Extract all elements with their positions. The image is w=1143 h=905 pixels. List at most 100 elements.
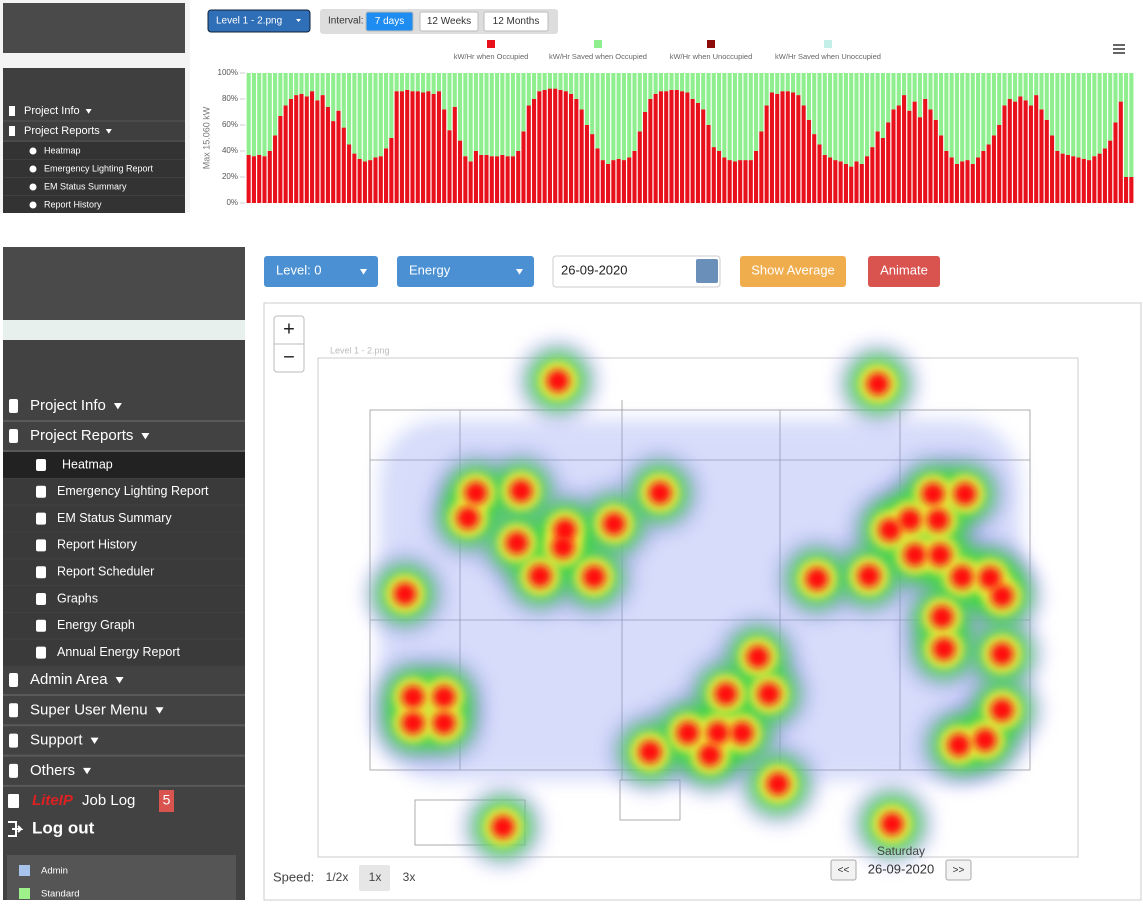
heat-spot — [879, 519, 901, 541]
zoom-out[interactable]: − — [283, 346, 295, 368]
bar-segment — [357, 158, 362, 203]
bar-segment — [489, 156, 494, 203]
menu-item[interactable]: Project Reports — [30, 427, 133, 444]
submenu-item[interactable]: Heatmap — [44, 145, 81, 155]
bar-segment — [510, 73, 515, 157]
bar-segment — [378, 73, 383, 157]
submenu-item[interactable]: Report History — [57, 538, 138, 552]
menu-item[interactable]: Project Info — [24, 105, 80, 117]
bar-segment — [1039, 109, 1044, 203]
bar-segment — [674, 89, 679, 203]
legend-swatch — [707, 40, 715, 48]
bar-segment — [1013, 101, 1018, 203]
bar-segment — [479, 73, 484, 155]
bar-segment — [1071, 156, 1076, 203]
interval-button[interactable] — [419, 11, 479, 32]
toolbar-button[interactable] — [397, 256, 534, 287]
submenu-item[interactable]: EM Status Summary — [44, 181, 127, 191]
level-select[interactable] — [207, 9, 311, 33]
bar-segment — [405, 89, 410, 203]
bar-segment — [812, 73, 817, 135]
bar-segment — [431, 93, 436, 203]
bar-segment — [664, 73, 669, 92]
bar-segment — [775, 93, 780, 203]
bar-segment — [347, 144, 352, 203]
logout[interactable]: Log out — [32, 818, 95, 837]
submenu-icon — [36, 619, 46, 632]
bar-segment — [431, 73, 436, 94]
bar-segment — [928, 109, 933, 203]
submenu-item[interactable]: Annual Energy Report — [57, 645, 181, 659]
speed-button[interactable]: 3x — [403, 870, 416, 884]
speed-button-active[interactable] — [359, 865, 390, 891]
submenu-item[interactable]: Graphs — [57, 591, 98, 605]
caret — [85, 109, 92, 114]
submenu-item[interactable]: Emergency Lighting Report — [44, 163, 154, 173]
interval-button[interactable] — [365, 11, 414, 32]
bar-segment — [1028, 105, 1033, 203]
bar-segment — [632, 151, 637, 203]
bar-segment — [1076, 73, 1081, 158]
toolbar-button[interactable] — [868, 256, 940, 287]
bar-segment — [1065, 154, 1070, 203]
toolbar-button-text: Energy — [409, 262, 451, 277]
speed-button[interactable]: 1/2x — [326, 870, 349, 884]
submenu-item[interactable]: Heatmap — [62, 457, 113, 471]
speed-button[interactable]: 1x — [369, 870, 382, 884]
menu-item[interactable]: Support — [30, 732, 83, 749]
caret — [113, 403, 122, 410]
menu-item[interactable]: Project Info — [30, 397, 106, 414]
bar-segment — [706, 125, 711, 203]
bar-segment — [680, 73, 685, 92]
bar-segment — [748, 160, 753, 203]
toolbar-button[interactable] — [740, 256, 846, 287]
heat-spot — [554, 519, 576, 541]
heat-spot — [457, 507, 479, 529]
bar-segment — [928, 73, 933, 110]
submenu-icon — [36, 539, 46, 552]
bar-segment — [1087, 160, 1092, 203]
submenu-item[interactable]: Report Scheduler — [57, 564, 154, 578]
date-input[interactable] — [552, 255, 721, 288]
menu-item[interactable]: Others — [30, 762, 75, 779]
heat-spot — [951, 566, 973, 588]
heat-spot — [731, 722, 753, 744]
calendar-icon[interactable] — [696, 259, 718, 283]
nav-button[interactable] — [945, 859, 972, 881]
submenu-item[interactable]: Emergency Lighting Report — [57, 484, 209, 498]
menu-item[interactable]: Project Reports — [24, 125, 100, 137]
menu-item[interactable]: Admin Area — [30, 671, 108, 688]
speed-label: Speed: — [273, 869, 314, 884]
bar-segment — [273, 73, 278, 136]
bar-segment — [347, 73, 352, 145]
bar-segment — [1007, 99, 1012, 203]
bar-segment — [785, 91, 790, 203]
legend-label: kW/Hr Saved when Unoccupied — [775, 52, 881, 61]
bar-segment — [632, 73, 637, 151]
menu-item[interactable]: Super User Menu — [30, 701, 148, 718]
bar-segment — [299, 93, 304, 203]
bar-segment — [986, 73, 991, 145]
bar-segment — [262, 73, 267, 157]
bar-segment — [436, 73, 441, 92]
bar-segment — [685, 92, 690, 203]
bar-segment — [299, 73, 304, 94]
nav-button[interactable] — [830, 859, 857, 881]
zoom-in[interactable]: + — [283, 318, 295, 340]
bar-segment — [1002, 73, 1007, 106]
submenu-item[interactable]: Energy Graph — [57, 618, 135, 632]
heat-spot — [677, 722, 699, 744]
interval-button[interactable] — [483, 11, 549, 32]
heat-spot — [394, 583, 416, 605]
submenu-item[interactable]: Report History — [44, 199, 102, 209]
bar-segment — [600, 160, 605, 203]
bar-segment — [1044, 119, 1049, 203]
bar-segment — [791, 73, 796, 93]
bar-segment — [389, 138, 394, 203]
submenu-icon — [36, 459, 46, 471]
bar-segment — [579, 73, 584, 110]
submenu-item[interactable]: EM Status Summary — [57, 511, 172, 525]
bar-segment — [643, 73, 648, 112]
menu-item[interactable]: Job Log — [82, 792, 135, 809]
toolbar-button[interactable] — [264, 256, 378, 287]
